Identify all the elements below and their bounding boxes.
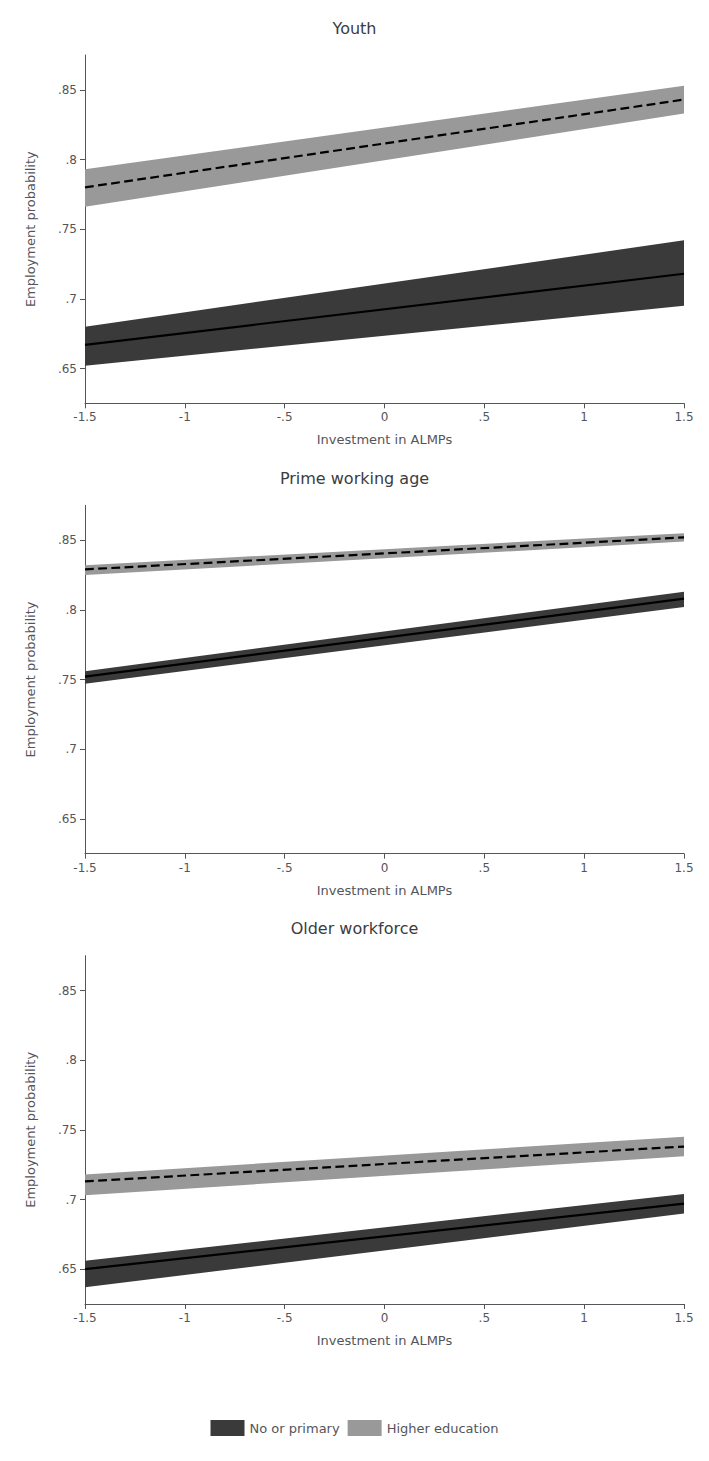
svg-text:.5: .5 bbox=[479, 861, 490, 875]
svg-text:Investment in ALMPs: Investment in ALMPs bbox=[317, 883, 453, 898]
svg-text:-1.5: -1.5 bbox=[73, 410, 96, 424]
svg-text:.75: .75 bbox=[58, 673, 77, 687]
svg-text:.85: .85 bbox=[58, 984, 77, 998]
svg-text:.8: .8 bbox=[66, 1053, 77, 1067]
svg-text:-1.5: -1.5 bbox=[73, 1311, 96, 1325]
svg-text:-.5: -.5 bbox=[277, 1311, 293, 1325]
svg-text:1.5: 1.5 bbox=[674, 861, 693, 875]
svg-text:.85: .85 bbox=[58, 533, 77, 547]
svg-text:0: 0 bbox=[381, 861, 389, 875]
svg-text:0: 0 bbox=[381, 410, 389, 424]
svg-text:-1: -1 bbox=[179, 410, 191, 424]
svg-text:1: 1 bbox=[580, 861, 588, 875]
svg-text:-.5: -.5 bbox=[277, 410, 293, 424]
svg-text:.85: .85 bbox=[58, 83, 77, 97]
svg-text:Employment probability: Employment probability bbox=[23, 601, 38, 757]
svg-text:.7: .7 bbox=[66, 742, 77, 756]
svg-text:.65: .65 bbox=[58, 812, 77, 826]
svg-text:.5: .5 bbox=[479, 1311, 490, 1325]
svg-text:Employment probability: Employment probability bbox=[23, 151, 38, 307]
svg-text:.5: .5 bbox=[479, 410, 490, 424]
svg-text:Investment in ALMPs: Investment in ALMPs bbox=[317, 1333, 453, 1348]
svg-text:Prime working age: Prime working age bbox=[280, 469, 429, 488]
svg-text:No or primary: No or primary bbox=[250, 1421, 340, 1436]
svg-text:.75: .75 bbox=[58, 222, 77, 236]
svg-text:Investment in ALMPs: Investment in ALMPs bbox=[317, 432, 453, 447]
svg-text:-1.5: -1.5 bbox=[73, 861, 96, 875]
svg-text:Older workforce: Older workforce bbox=[291, 919, 419, 938]
svg-text:1: 1 bbox=[580, 1311, 588, 1325]
svg-text:1.5: 1.5 bbox=[674, 1311, 693, 1325]
svg-text:1.5: 1.5 bbox=[674, 410, 693, 424]
svg-text:-1: -1 bbox=[179, 1311, 191, 1325]
svg-text:.65: .65 bbox=[58, 362, 77, 376]
svg-text:-.5: -.5 bbox=[277, 861, 293, 875]
svg-text:.65: .65 bbox=[58, 1262, 77, 1276]
svg-text:Higher education: Higher education bbox=[387, 1421, 499, 1436]
svg-text:Employment probability: Employment probability bbox=[23, 1052, 38, 1208]
svg-text:1: 1 bbox=[580, 410, 588, 424]
svg-text:Youth: Youth bbox=[332, 19, 377, 38]
svg-text:.7: .7 bbox=[66, 1193, 77, 1207]
svg-text:.7: .7 bbox=[66, 292, 77, 306]
svg-text:-1: -1 bbox=[179, 861, 191, 875]
svg-text:0: 0 bbox=[381, 1311, 389, 1325]
svg-text:.8: .8 bbox=[66, 603, 77, 617]
svg-text:.8: .8 bbox=[66, 153, 77, 167]
svg-text:.75: .75 bbox=[58, 1123, 77, 1137]
